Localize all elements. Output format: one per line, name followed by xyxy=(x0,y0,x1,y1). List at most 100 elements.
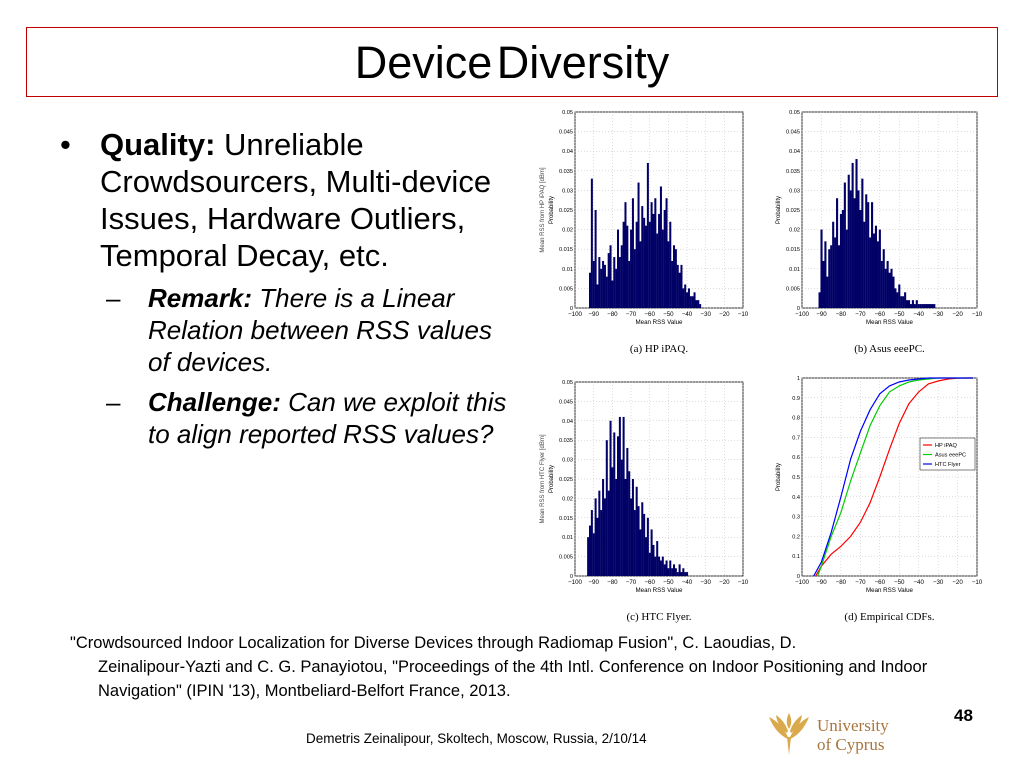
citation-line-1: "Crowdsourced Indoor Localization for Di… xyxy=(70,634,797,652)
y-tick-label: 0.4 xyxy=(792,495,800,501)
x-tick-label: −10 xyxy=(972,579,983,586)
bar xyxy=(669,560,672,576)
bar xyxy=(615,479,618,576)
bar xyxy=(618,257,621,308)
chart-caption: (c) HTC Flyer. xyxy=(626,611,691,623)
bar xyxy=(834,237,837,308)
bar xyxy=(673,564,676,576)
legend-entry: HTC Flyer xyxy=(935,462,961,468)
x-tick-label: −20 xyxy=(952,311,963,318)
bar xyxy=(921,304,924,308)
bar xyxy=(637,182,640,308)
x-tick-label: −40 xyxy=(682,579,693,586)
bar xyxy=(892,276,895,308)
bar xyxy=(678,272,681,308)
bar xyxy=(888,272,891,308)
bar xyxy=(878,229,881,308)
bar xyxy=(618,416,621,576)
x-tick-label: −40 xyxy=(682,311,693,318)
bar xyxy=(847,174,850,308)
bar xyxy=(630,229,633,308)
bar xyxy=(626,447,629,576)
bar xyxy=(674,568,677,576)
cdf-line xyxy=(813,377,974,577)
bar xyxy=(622,416,625,576)
bar xyxy=(661,229,664,308)
bar xyxy=(695,300,698,308)
bar xyxy=(635,221,638,308)
bar xyxy=(841,210,844,308)
sub-bullet-text: There is a Linear Relation between RSS v… xyxy=(148,283,492,377)
bar xyxy=(832,221,835,308)
bar xyxy=(620,245,623,308)
bar xyxy=(915,300,918,308)
sub-bullet-text: Can we exploit this to align reported RS… xyxy=(148,387,507,449)
bar xyxy=(863,221,866,308)
bar xyxy=(676,264,679,308)
bar xyxy=(635,486,638,576)
bullet-dot: • xyxy=(60,127,71,162)
bar xyxy=(605,276,608,308)
y-tick-label: 0.04 xyxy=(562,149,573,155)
bar xyxy=(676,572,679,576)
bar xyxy=(682,568,685,576)
y-tick-label: 0.3 xyxy=(792,515,800,521)
bar xyxy=(667,241,670,308)
bar xyxy=(590,510,593,576)
bar xyxy=(652,213,655,308)
bar xyxy=(631,479,634,576)
bar xyxy=(671,568,674,576)
bar xyxy=(671,260,674,308)
y-tick-label: 0.03 xyxy=(562,458,573,464)
bar xyxy=(845,229,848,308)
y-tick-label: 0.025 xyxy=(559,477,573,483)
bar xyxy=(631,198,634,308)
x-axis-label: Mean RSS Value xyxy=(866,319,914,326)
bar xyxy=(697,300,700,308)
x-tick-label: −70 xyxy=(626,579,637,586)
bullet-list: • Quality: Unreliable Crowdsourcers, Mul… xyxy=(60,126,520,450)
bar xyxy=(654,556,657,576)
charts-figure: −100 −90 −80 −70 −60 −50 −40 −30 −20 −1000.0050.0… xyxy=(540,110,983,623)
y-tick-label: 0.035 xyxy=(559,169,573,175)
citation-line-rest: Zeinalipour-Yazti and C. G. Panayiotou, … xyxy=(98,658,928,700)
x-axis-label: Mean RSS Value xyxy=(866,587,914,594)
logo-line-1: University xyxy=(817,716,889,735)
bar xyxy=(590,178,593,308)
bar xyxy=(674,249,677,308)
y-tick-label: 0 xyxy=(570,574,573,580)
bar xyxy=(652,544,655,576)
footer-text: Demetris Zeinalipour, Skoltech, Moscow, … xyxy=(306,731,647,746)
bullet-quality: • Quality: Unreliable Crowdsourcers, Mul… xyxy=(60,126,520,274)
bar xyxy=(587,537,590,576)
outer-y-label: Mean RSS from HTC Flyer [dBm] xyxy=(540,434,546,523)
y-tick-label: 0.05 xyxy=(789,110,800,116)
bar xyxy=(611,467,614,576)
y-axis-label: Probability xyxy=(549,196,555,224)
bar xyxy=(611,280,614,308)
bar xyxy=(693,292,696,308)
x-tick-label: −50 xyxy=(663,579,674,586)
bar xyxy=(927,304,930,308)
bar xyxy=(658,213,661,308)
y-tick-label: 0.05 xyxy=(562,110,573,116)
bar xyxy=(933,304,936,308)
x-tick-label: −70 xyxy=(626,311,637,318)
y-tick-label: 0.045 xyxy=(559,399,573,405)
bar xyxy=(880,260,883,308)
bar xyxy=(865,194,868,308)
bar xyxy=(615,268,618,308)
bar xyxy=(684,284,687,308)
bar xyxy=(869,237,872,308)
bar xyxy=(641,502,644,576)
bar xyxy=(894,288,897,308)
y-tick-label: 1 xyxy=(797,376,800,382)
bar xyxy=(906,300,909,308)
bar xyxy=(913,304,916,308)
bar xyxy=(882,249,885,308)
y-tick-label: 0.8 xyxy=(792,416,800,422)
chart-panel: −100 −90 −80 −70 −60 −50 −40 −30 −20 −10 0 0.005 0.0… xyxy=(530,108,990,628)
bar xyxy=(911,300,914,308)
bar xyxy=(904,292,907,308)
x-tick-label: −40 xyxy=(913,311,924,318)
